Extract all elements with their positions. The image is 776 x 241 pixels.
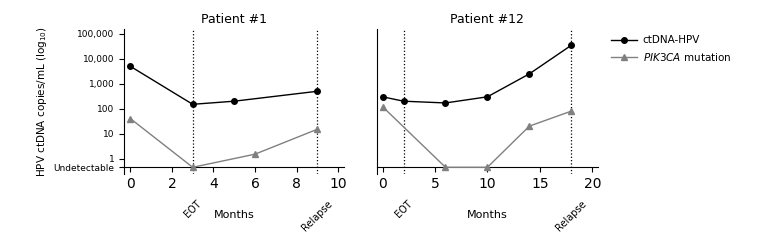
Text: EOT: EOT xyxy=(182,199,203,220)
Y-axis label: HPV ctDNA copies/mL (log$_{10}$): HPV ctDNA copies/mL (log$_{10}$) xyxy=(35,26,49,177)
Legend: ctDNA-HPV, $\it{PIK3CA}$ mutation: ctDNA-HPV, $\it{PIK3CA}$ mutation xyxy=(607,31,735,67)
Text: EOT: EOT xyxy=(393,199,414,220)
X-axis label: Months: Months xyxy=(214,210,255,221)
Text: Relapse: Relapse xyxy=(554,199,588,233)
Title: Patient #1: Patient #1 xyxy=(201,13,267,26)
Title: Patient #12: Patient #12 xyxy=(451,13,525,26)
Text: Relapse: Relapse xyxy=(300,199,334,233)
X-axis label: Months: Months xyxy=(467,210,508,221)
